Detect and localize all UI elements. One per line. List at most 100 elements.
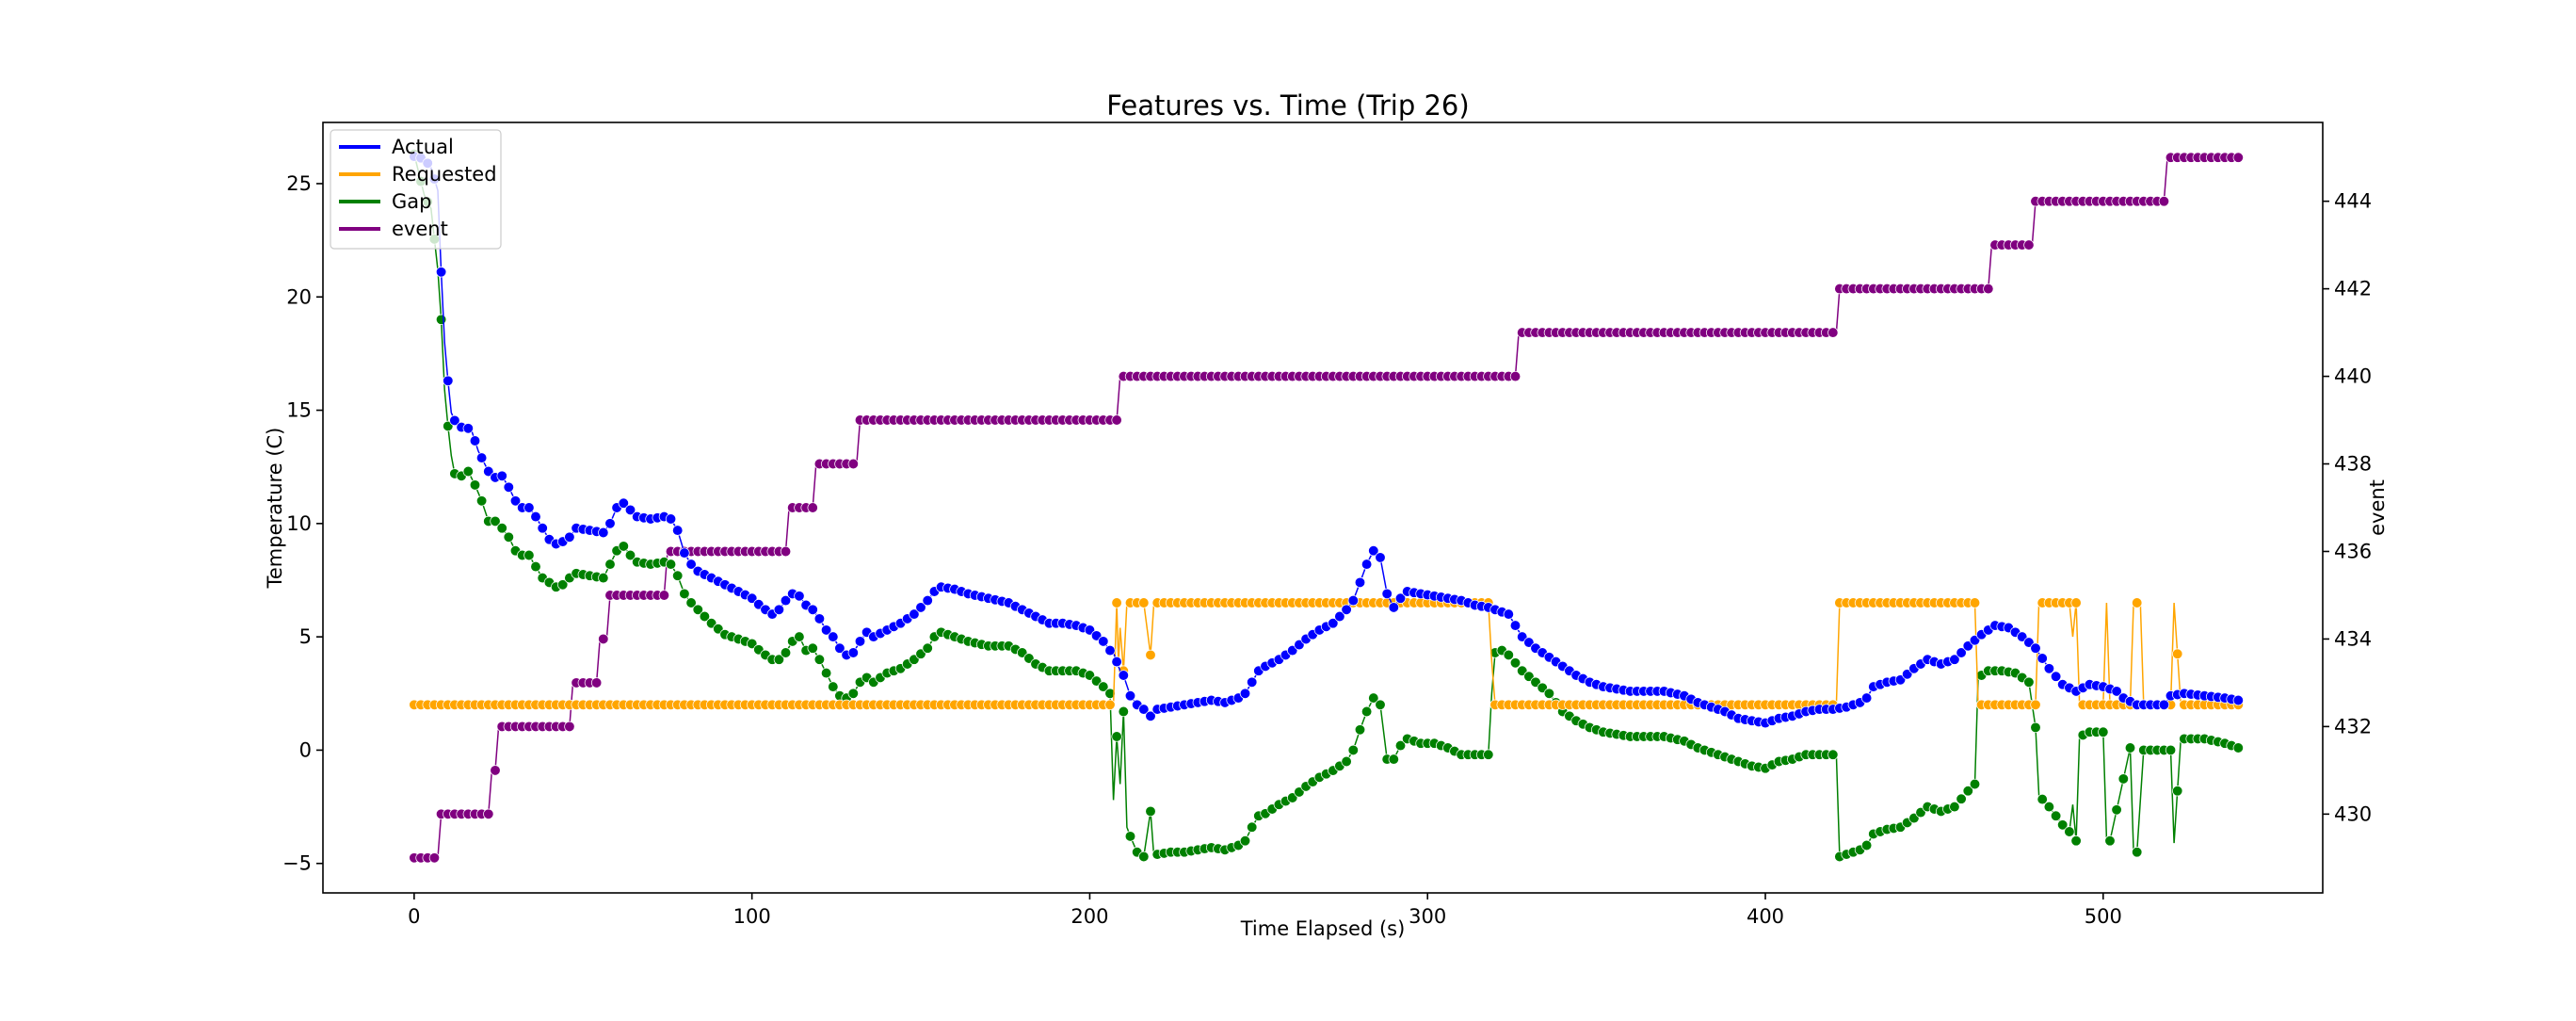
series-actual-point bbox=[496, 470, 507, 481]
series-gap-point bbox=[672, 570, 684, 581]
series-actual-point bbox=[922, 594, 933, 607]
legend-label-requested: Requested bbox=[392, 163, 497, 186]
series-gap-point bbox=[1111, 731, 1122, 742]
series-actual-point bbox=[854, 636, 866, 647]
series-actual-point bbox=[618, 497, 629, 509]
series-gap-point bbox=[557, 579, 569, 591]
series-gap-point bbox=[490, 515, 501, 527]
series-actual-point bbox=[1368, 545, 1379, 557]
series-actual-point bbox=[1902, 669, 1913, 680]
series-gap-point bbox=[1287, 792, 1298, 803]
series-gap-point bbox=[1860, 839, 1873, 851]
series-gap-point bbox=[604, 559, 616, 570]
series-gap-point bbox=[1517, 665, 1528, 676]
series-actual-point bbox=[828, 631, 839, 642]
series-actual-point bbox=[1894, 674, 1907, 686]
series-actual-point bbox=[1138, 704, 1150, 715]
series-gap-point bbox=[699, 610, 711, 623]
series-gap-point bbox=[1354, 724, 1366, 736]
series-gap-point bbox=[503, 531, 514, 543]
series-actual-point bbox=[1860, 692, 1873, 704]
y-tick-label: 10 bbox=[286, 512, 312, 535]
series-actual-point bbox=[1375, 552, 1386, 563]
series-actual-point bbox=[598, 527, 609, 539]
series-actual-point bbox=[807, 604, 818, 615]
series-actual-point bbox=[847, 647, 859, 658]
series-gap-point bbox=[685, 597, 697, 608]
series-gap-point bbox=[915, 648, 926, 659]
series-actual-point bbox=[2158, 699, 2170, 710]
series-actual-point bbox=[2017, 631, 2028, 642]
series-gap-point bbox=[618, 541, 629, 552]
series-actual-point bbox=[2050, 671, 2062, 682]
series-gap-point bbox=[1017, 647, 1028, 658]
series-actual-point bbox=[1509, 620, 1521, 631]
series-actual-point bbox=[1354, 576, 1366, 589]
series-gap-point bbox=[713, 624, 724, 635]
series-event-point bbox=[847, 458, 859, 470]
y-tick-label: 15 bbox=[286, 399, 312, 422]
series-gap-point bbox=[2104, 835, 2116, 847]
series-actual-point bbox=[537, 523, 548, 534]
series-gap-point bbox=[1394, 739, 1407, 752]
series-actual-point bbox=[1341, 604, 1352, 615]
series-gap-point bbox=[1962, 786, 1973, 797]
series-actual-point bbox=[509, 495, 522, 507]
series-gap-point bbox=[794, 631, 805, 642]
y2-tick-label: 444 bbox=[2334, 190, 2372, 213]
series-gap-point bbox=[435, 314, 447, 325]
series-gap-point bbox=[624, 549, 636, 561]
legend-label-gap: Gap bbox=[392, 190, 431, 213]
series-gap-point bbox=[1503, 649, 1514, 661]
series-gap-point bbox=[2117, 773, 2129, 785]
series-gap-point bbox=[2070, 835, 2082, 847]
series-actual-point bbox=[1328, 618, 1339, 629]
x-tick-label: 0 bbox=[408, 905, 420, 928]
x-axis-title: Time Elapsed (s) bbox=[1240, 917, 1406, 940]
plot-frame bbox=[322, 122, 2324, 894]
series-gap-point bbox=[1537, 682, 1548, 693]
series-gap-point bbox=[523, 549, 535, 561]
series-requested-point bbox=[2132, 597, 2143, 608]
series-event-point bbox=[1509, 370, 1521, 382]
legend-frame bbox=[330, 129, 502, 250]
series-event-point bbox=[1983, 283, 1994, 295]
series-gap-point bbox=[1375, 699, 1386, 710]
plot-data-layer bbox=[409, 149, 2244, 864]
series-event-point bbox=[564, 721, 575, 733]
series-gap-point bbox=[1483, 749, 1494, 760]
x-tick-label: 200 bbox=[1071, 905, 1108, 928]
series-actual-point bbox=[475, 452, 488, 463]
series-gap-point bbox=[1090, 675, 1103, 687]
series-gap-point bbox=[1347, 744, 1359, 756]
series-gap-point bbox=[1084, 670, 1096, 681]
y2-tick-label: 432 bbox=[2334, 715, 2372, 737]
legend: Actual Requested Gap event bbox=[330, 129, 502, 250]
y2-tick-label: 440 bbox=[2334, 365, 2372, 388]
series-gap-point bbox=[475, 495, 488, 507]
series-gap-point bbox=[2050, 810, 2062, 821]
series-actual-point bbox=[1949, 654, 1960, 665]
series-event-point bbox=[590, 677, 603, 689]
series-event-point bbox=[598, 633, 609, 645]
series-gap-point bbox=[1509, 657, 1521, 669]
series-gap-point bbox=[747, 638, 758, 650]
series-requested-point bbox=[1145, 649, 1156, 661]
series-actual-point bbox=[564, 531, 575, 543]
series-actual-point bbox=[435, 267, 447, 278]
series-requested bbox=[409, 597, 2244, 710]
series-event-line bbox=[413, 156, 2239, 859]
series-gap-point bbox=[1360, 705, 1373, 718]
series-actual-point bbox=[483, 465, 494, 478]
series-gap-point bbox=[2165, 744, 2177, 756]
series-actual-point bbox=[1517, 631, 1528, 642]
series-actual-point bbox=[1118, 670, 1129, 681]
series-requested-point bbox=[1111, 597, 1122, 608]
series-gap-point bbox=[780, 647, 792, 658]
series-requested-point bbox=[1104, 699, 1116, 710]
series-gap-point bbox=[665, 559, 677, 570]
series-gap-point bbox=[1239, 835, 1251, 847]
series-event-point bbox=[2158, 196, 2170, 207]
